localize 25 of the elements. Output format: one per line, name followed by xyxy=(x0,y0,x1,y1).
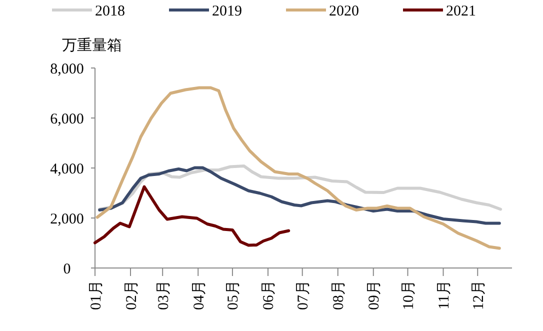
y-axis-title: 万重量箱 xyxy=(62,36,122,54)
legend-label: 2018 xyxy=(95,3,125,20)
y-tick-label: 0 xyxy=(63,261,71,278)
x-tick-label: 11月 xyxy=(436,280,453,310)
y-tick-label: 4,000 xyxy=(50,161,84,178)
y-tick-label: 6,000 xyxy=(50,111,84,128)
x-tick-label: 01月 xyxy=(88,280,104,310)
legend-label: 2020 xyxy=(329,3,359,20)
x-tick-label: 08月 xyxy=(331,280,348,310)
x-tick-label: 10月 xyxy=(401,280,417,310)
x-tick-label: 09月 xyxy=(366,280,383,310)
line-series xyxy=(96,86,501,250)
legend-label: 2019 xyxy=(212,3,242,20)
line-series xyxy=(94,185,290,247)
x-tick-label: 05月 xyxy=(226,280,242,310)
y-tick-label: 2,000 xyxy=(50,211,84,228)
x-tick-label: 06月 xyxy=(261,280,278,310)
x-tick-label: 02月 xyxy=(124,280,140,310)
legend-label: 2021 xyxy=(446,3,476,20)
x-tick-label: 12月 xyxy=(470,280,487,310)
line-series xyxy=(98,166,501,225)
x-tick-label: 03月 xyxy=(156,280,172,310)
y-tick-label: 8,000 xyxy=(50,61,84,78)
x-tick-label: 07月 xyxy=(296,280,312,310)
x-tick-label: 04月 xyxy=(191,280,208,310)
